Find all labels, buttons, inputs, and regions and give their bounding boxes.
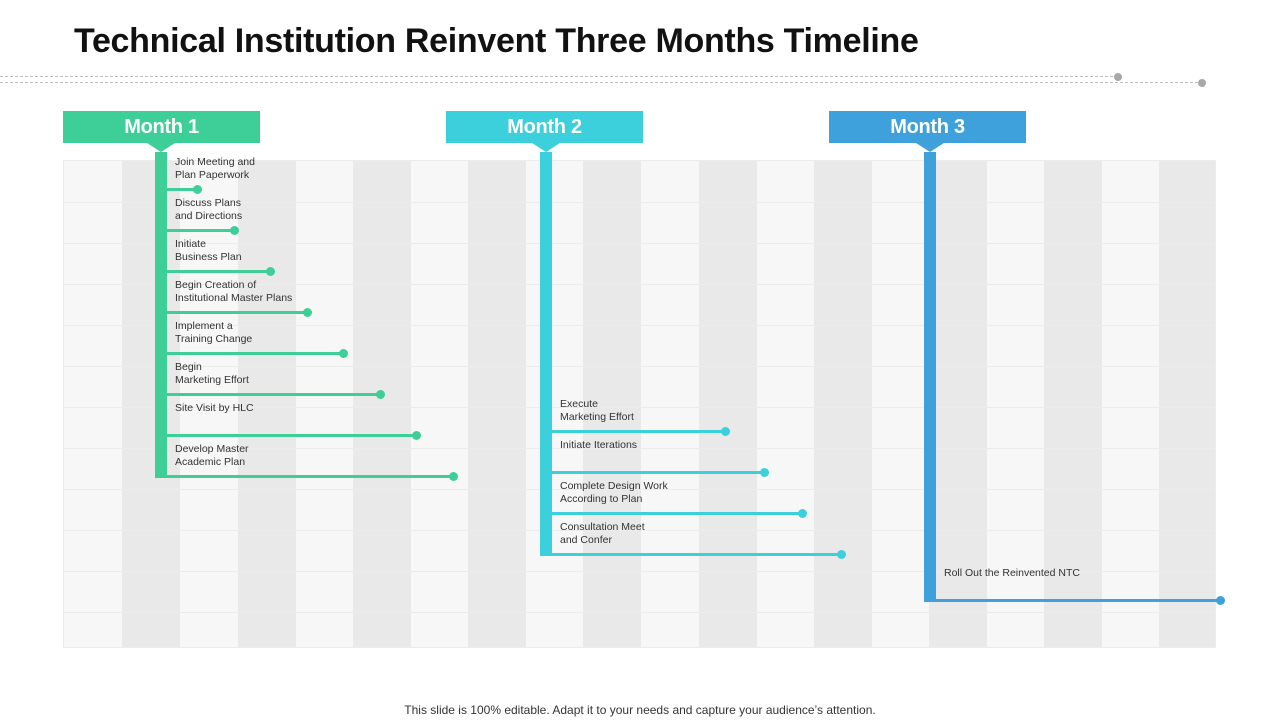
task-endpoint-dot	[266, 267, 275, 276]
task-label: Roll Out the Reinvented NTC	[944, 567, 1080, 579]
background-stripe	[699, 161, 757, 647]
task-connector	[552, 430, 725, 433]
row-gridline	[64, 366, 1215, 367]
month-arrow-1	[147, 143, 175, 152]
task-connector	[552, 512, 802, 515]
task-endpoint-dot	[448, 472, 458, 481]
row-gridline	[64, 489, 1215, 490]
task-endpoint-dot	[412, 431, 421, 440]
month-3-timeline-bar	[924, 152, 936, 602]
month-header-1: Month 1	[63, 111, 260, 143]
month-header-3: Month 3	[829, 111, 1026, 143]
task-connector	[552, 471, 764, 474]
task-label: Complete Design Work According to Plan	[560, 480, 668, 505]
task-label: Begin Marketing Effort	[175, 361, 249, 386]
task-label: Develop Master Academic Plan	[175, 443, 249, 468]
month-2-timeline-bar	[540, 152, 552, 556]
task-endpoint-dot	[193, 185, 202, 194]
task-label: Initiate Business Plan	[175, 238, 242, 263]
task-connector	[552, 553, 841, 556]
task-endpoint-dot	[339, 349, 348, 358]
background-stripe	[468, 161, 526, 647]
task-label: Site Visit by HLC	[175, 402, 254, 414]
task-connector	[167, 229, 234, 232]
month-1-timeline-bar	[155, 152, 167, 478]
background-stripe	[1044, 161, 1102, 647]
task-endpoint-dot	[798, 509, 807, 518]
task-label: Join Meeting and Plan Paperwork	[175, 156, 255, 181]
task-connector	[167, 311, 307, 314]
task-endpoint-dot	[302, 308, 312, 317]
task-connector	[167, 188, 197, 191]
task-connector	[167, 434, 416, 437]
row-gridline	[64, 202, 1215, 203]
background-stripe	[583, 161, 641, 647]
task-label: Consultation Meet and Confer	[560, 521, 645, 546]
background-stripe	[929, 161, 987, 647]
background-stripe	[1159, 161, 1215, 647]
task-connector	[936, 599, 1220, 602]
month-arrow-3	[916, 143, 944, 152]
month-header-2: Month 2	[446, 111, 643, 143]
task-label: Discuss Plans and Directions	[175, 197, 243, 222]
page-title: Technical Institution Reinvent Three Mon…	[74, 22, 919, 60]
task-connector	[167, 475, 453, 478]
row-gridline	[64, 407, 1215, 408]
row-gridline	[64, 325, 1215, 326]
task-connector	[167, 352, 343, 355]
task-endpoint-dot	[836, 550, 846, 559]
background-stripe	[814, 161, 872, 647]
task-endpoint-dot	[375, 390, 385, 399]
row-gridline	[64, 530, 1215, 531]
task-connector	[167, 270, 270, 273]
divider-dot-bottom	[1198, 79, 1206, 87]
footer-note: This slide is 100% editable. Adapt it to…	[404, 703, 876, 717]
task-endpoint-dot	[229, 226, 239, 235]
row-gridline	[64, 612, 1215, 613]
row-gridline	[64, 284, 1215, 285]
row-gridline	[64, 571, 1215, 572]
task-endpoint-dot	[721, 427, 730, 436]
task-label: Begin Creation of Institutional Master P…	[175, 279, 293, 304]
month-arrow-2	[532, 143, 560, 152]
background-stripe	[353, 161, 411, 647]
divider-line-top	[0, 76, 1118, 77]
divider-dot-top	[1114, 73, 1122, 81]
task-connector	[167, 393, 380, 396]
task-endpoint-dot	[759, 468, 769, 477]
task-label: Execute Marketing Effort	[560, 398, 634, 423]
task-label: Implement a Training Change	[175, 320, 253, 345]
row-gridline	[64, 243, 1215, 244]
background-stripe	[122, 161, 180, 647]
timeline-background-panel	[63, 160, 1216, 648]
task-label: Initiate Iterations	[560, 439, 638, 451]
task-endpoint-dot	[1216, 596, 1225, 605]
divider-line-bottom	[0, 82, 1203, 83]
background-stripe	[238, 161, 296, 647]
row-gridline	[64, 448, 1215, 449]
